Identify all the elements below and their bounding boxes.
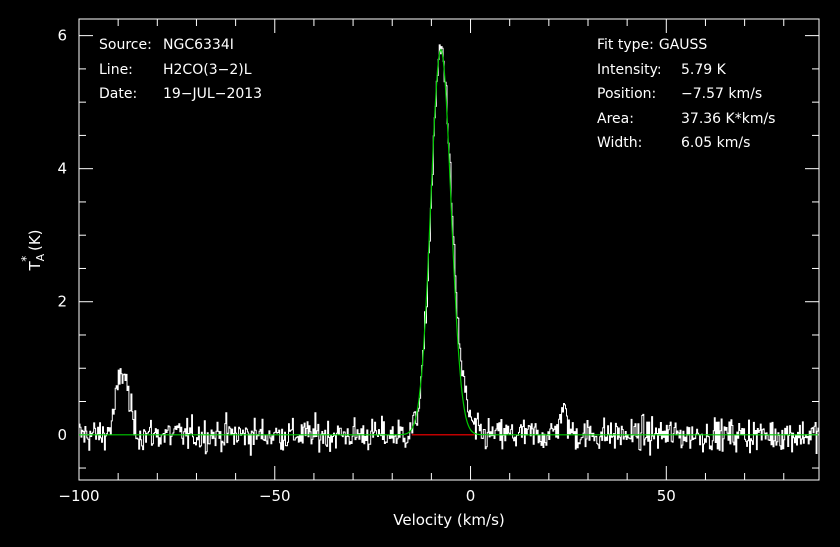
width-row: Width: 6.05 km/s (597, 131, 775, 156)
intensity-value: 5.79 K (681, 61, 726, 78)
y-tick-label: 2 (57, 293, 67, 311)
line-value: H2CO(3−2)L (163, 61, 252, 78)
y-label-unit: (K) (26, 229, 44, 255)
date-value: 19−JUL−2013 (163, 86, 263, 102)
fit-info: Fit type: GAUSS Intensity: 5.79 K Position… (597, 33, 775, 156)
y-tick-label: 6 (57, 27, 67, 45)
y-tick-label: 4 (57, 160, 67, 178)
date-row: Date: 19−JUL−2013 (99, 82, 262, 107)
observation-info: Source: NGC6334I Line: H2CO(3−2)L Date: 19−… (99, 33, 262, 107)
position-value: −7.57 km/s (681, 86, 763, 102)
gaussian-fit-line (79, 48, 819, 436)
area-row: Area: 37.36 K*km/s (597, 107, 775, 132)
plot-frame (78, 18, 820, 481)
y-axis-label: TA* (K) (19, 229, 47, 271)
fit-type-row: Fit type: GAUSS (597, 33, 775, 58)
svg-text:TA* (K): TA* (K) (19, 229, 47, 271)
position-label: Position: (597, 86, 657, 102)
area-value: 37.36 K*km/s (681, 110, 776, 127)
intensity-row: Intensity: 5.79 K (597, 58, 775, 83)
y-label-sup: * (19, 256, 33, 262)
position-row: Position: −7.57 km/s (597, 82, 775, 107)
y-label-main: T (26, 261, 44, 272)
fit-type-value: GAUSS (658, 37, 708, 53)
area-label: Area: (597, 110, 634, 127)
width-label: Width: (597, 135, 643, 151)
y-tick-label: 0 (57, 426, 67, 444)
date-label: Date: (99, 86, 138, 102)
source-value: NGC6334I (163, 37, 234, 53)
x-tick-label: 50 (657, 487, 676, 505)
x-tick-label: 0 (466, 487, 476, 505)
width-value: 6.05 km/s (681, 135, 751, 151)
spectrum-line (79, 44, 820, 456)
source-row: Source: NGC6334I (99, 33, 262, 58)
x-tick-label: −100 (58, 487, 99, 505)
x-tick-label: −50 (259, 487, 291, 505)
line-row: Line: H2CO(3−2)L (99, 58, 262, 83)
axis-ticks (78, 19, 819, 480)
fit-type-label: Fit type: (597, 37, 654, 53)
axis-tick-labels: −100 −50 0 50 0 2 4 6 (57, 27, 675, 505)
y-label-sub: A (34, 253, 47, 261)
source-label: Source: (99, 37, 152, 53)
line-label: Line: (99, 61, 133, 78)
intensity-label: Intensity: (597, 61, 662, 78)
x-axis-label: Velocity (km/s) (393, 511, 504, 529)
